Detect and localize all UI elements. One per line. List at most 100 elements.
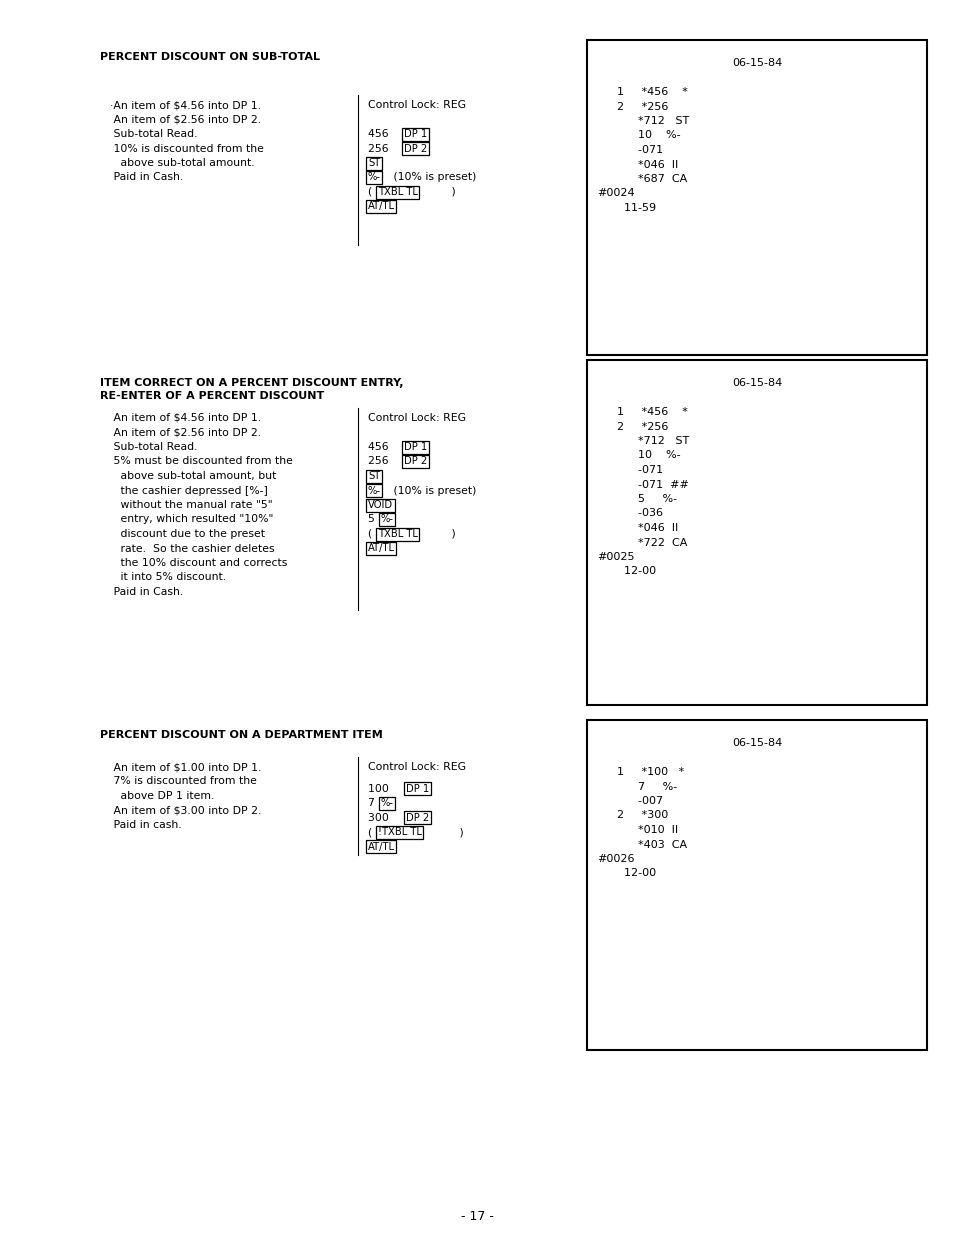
Text: 06-15-84: 06-15-84 xyxy=(731,378,781,388)
Bar xyxy=(586,40,926,356)
Text: 2     *300: 2 *300 xyxy=(617,810,667,820)
Text: An item of $4.56 into DP 1.: An item of $4.56 into DP 1. xyxy=(110,413,261,422)
Text: ·An item of $4.56 into DP 1.: ·An item of $4.56 into DP 1. xyxy=(110,100,261,110)
Text: rate.  So the cashier deletes: rate. So the cashier deletes xyxy=(110,544,274,554)
Text: ST: ST xyxy=(368,159,380,169)
Text: 06-15-84: 06-15-84 xyxy=(731,58,781,68)
Text: discount due to the preset: discount due to the preset xyxy=(110,529,265,539)
Text: 256: 256 xyxy=(368,144,392,154)
Text: (: ( xyxy=(368,529,375,539)
Text: *046  II: *046 II xyxy=(617,160,678,170)
Text: ): ) xyxy=(456,828,463,838)
Text: - 17 -: - 17 - xyxy=(460,1211,493,1223)
Text: 12-00: 12-00 xyxy=(617,869,656,878)
Text: DP 2: DP 2 xyxy=(403,456,427,467)
Text: 10    %-: 10 %- xyxy=(617,451,679,461)
Text: entry, which resulted "10%": entry, which resulted "10%" xyxy=(110,514,274,524)
Text: 1     *100   *: 1 *100 * xyxy=(617,767,683,777)
Text: 11-59: 11-59 xyxy=(617,203,656,213)
Text: DP 2: DP 2 xyxy=(406,813,429,823)
Text: Paid in Cash.: Paid in Cash. xyxy=(110,587,183,597)
Text: VOID: VOID xyxy=(368,501,393,510)
Text: -007: -007 xyxy=(617,795,662,807)
Text: %-: %- xyxy=(368,486,380,496)
Text: above DP 1 item.: above DP 1 item. xyxy=(110,790,214,800)
Text: *046  II: *046 II xyxy=(617,523,678,533)
Text: AT/TL: AT/TL xyxy=(368,202,395,212)
Text: ): ) xyxy=(448,529,456,539)
Text: !TXBL TL: !TXBL TL xyxy=(377,828,421,838)
Text: 10% is discounted from the: 10% is discounted from the xyxy=(110,144,264,154)
Text: 5: 5 xyxy=(368,514,378,524)
Text: the 10% discount and corrects: the 10% discount and corrects xyxy=(110,558,287,567)
Text: Sub-total Read.: Sub-total Read. xyxy=(110,442,197,452)
Text: Paid in cash.: Paid in cash. xyxy=(110,820,181,830)
Text: 456: 456 xyxy=(368,129,392,139)
Text: DP 1: DP 1 xyxy=(403,129,427,139)
Text: An item of $2.56 into DP 2.: An item of $2.56 into DP 2. xyxy=(110,427,261,437)
Text: PERCENT DISCOUNT ON SUB-TOTAL: PERCENT DISCOUNT ON SUB-TOTAL xyxy=(100,52,319,62)
Text: *712   ST: *712 ST xyxy=(617,116,688,126)
Text: 2     *256: 2 *256 xyxy=(617,421,668,431)
Text: *722  CA: *722 CA xyxy=(617,538,687,548)
Text: PERCENT DISCOUNT ON A DEPARTMENT ITEM: PERCENT DISCOUNT ON A DEPARTMENT ITEM xyxy=(100,730,382,740)
Text: %-: %- xyxy=(380,798,394,808)
Text: ): ) xyxy=(448,187,456,197)
Text: (10% is preset): (10% is preset) xyxy=(390,172,476,182)
Text: *010  II: *010 II xyxy=(617,825,678,835)
Text: 10    %-: 10 %- xyxy=(617,130,679,140)
Text: it into 5% discount.: it into 5% discount. xyxy=(110,572,226,582)
Text: 1     *456    *: 1 *456 * xyxy=(617,406,687,418)
Text: without the manual rate "5": without the manual rate "5" xyxy=(110,501,273,510)
Text: #0024: #0024 xyxy=(597,188,634,198)
Text: 7: 7 xyxy=(368,798,378,808)
Text: An item of $2.56 into DP 2.: An item of $2.56 into DP 2. xyxy=(110,114,261,124)
Text: 100: 100 xyxy=(368,784,392,794)
Text: DP 1: DP 1 xyxy=(403,442,427,452)
Text: Control Lock: REG: Control Lock: REG xyxy=(368,762,465,772)
Text: ST: ST xyxy=(368,471,380,481)
Text: 5% must be discounted from the: 5% must be discounted from the xyxy=(110,456,293,467)
Text: DP 1: DP 1 xyxy=(406,784,429,794)
Text: #0026: #0026 xyxy=(597,854,634,864)
Text: 7     %-: 7 %- xyxy=(617,782,677,792)
Text: Paid in Cash.: Paid in Cash. xyxy=(110,172,183,182)
Text: -071: -071 xyxy=(617,145,662,155)
Text: 456: 456 xyxy=(368,442,392,452)
Text: -071: -071 xyxy=(617,465,662,475)
Text: *403  CA: *403 CA xyxy=(617,840,686,850)
Text: above sub-total amount, but: above sub-total amount, but xyxy=(110,471,276,481)
Text: #0025: #0025 xyxy=(597,553,634,563)
Text: 12-00: 12-00 xyxy=(617,566,656,576)
Bar xyxy=(586,361,926,705)
Text: (10% is preset): (10% is preset) xyxy=(390,486,476,496)
Text: *687  CA: *687 CA xyxy=(617,173,686,185)
Text: Sub-total Read.: Sub-total Read. xyxy=(110,129,197,139)
Text: TXBL TL: TXBL TL xyxy=(377,529,417,539)
Text: (: ( xyxy=(368,828,375,838)
Text: the cashier depressed [%-]: the cashier depressed [%-] xyxy=(110,486,268,496)
Text: AT/TL: AT/TL xyxy=(368,841,395,851)
Text: %-: %- xyxy=(380,514,394,524)
Text: -071  ##: -071 ## xyxy=(617,479,688,489)
Text: -036: -036 xyxy=(617,508,662,518)
Text: Control Lock: REG: Control Lock: REG xyxy=(368,100,465,110)
Text: DP 2: DP 2 xyxy=(403,144,427,154)
Text: 256: 256 xyxy=(368,456,392,467)
Text: Control Lock: REG: Control Lock: REG xyxy=(368,413,465,422)
Text: *712   ST: *712 ST xyxy=(617,436,688,446)
Text: 1     *456    *: 1 *456 * xyxy=(617,87,687,97)
Text: TXBL TL: TXBL TL xyxy=(377,187,417,197)
Text: AT/TL: AT/TL xyxy=(368,544,395,554)
Text: An item of $3.00 into DP 2.: An item of $3.00 into DP 2. xyxy=(110,805,261,815)
Text: above sub-total amount.: above sub-total amount. xyxy=(110,159,254,169)
Text: RE-ENTER OF A PERCENT DISCOUNT: RE-ENTER OF A PERCENT DISCOUNT xyxy=(100,392,324,401)
Text: %-: %- xyxy=(368,172,380,182)
Text: ITEM CORRECT ON A PERCENT DISCOUNT ENTRY,: ITEM CORRECT ON A PERCENT DISCOUNT ENTRY… xyxy=(100,378,403,388)
Text: 2     *256: 2 *256 xyxy=(617,102,668,112)
Text: 300: 300 xyxy=(368,813,392,823)
Text: 5     %-: 5 %- xyxy=(617,494,677,504)
Text: 7% is discounted from the: 7% is discounted from the xyxy=(110,777,256,787)
Text: (: ( xyxy=(368,187,375,197)
Bar xyxy=(586,720,926,1049)
